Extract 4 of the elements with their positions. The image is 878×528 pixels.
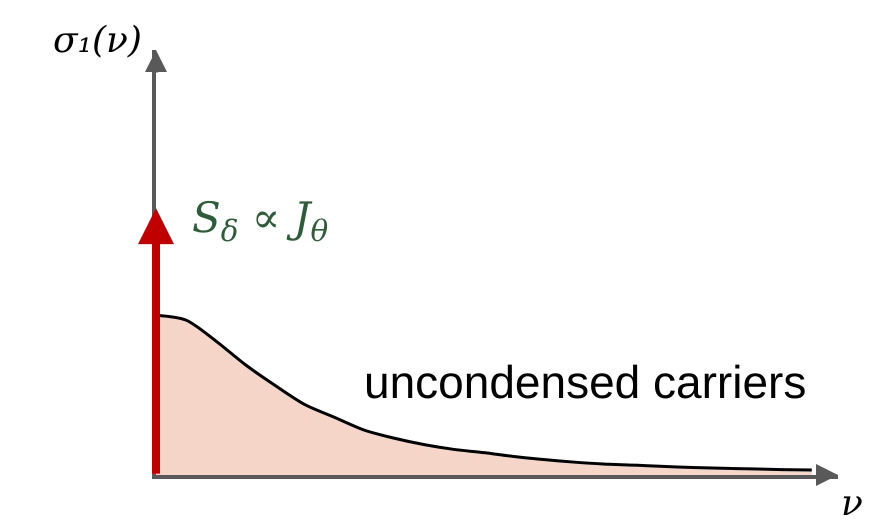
x-axis-title: ν [841, 483, 863, 524]
series-label: uncondensed carriers [364, 356, 806, 408]
text: σ₁(ν) [53, 20, 142, 61]
text: S$_{δ}$ ∝ J$_{θ}$ [192, 193, 328, 248]
